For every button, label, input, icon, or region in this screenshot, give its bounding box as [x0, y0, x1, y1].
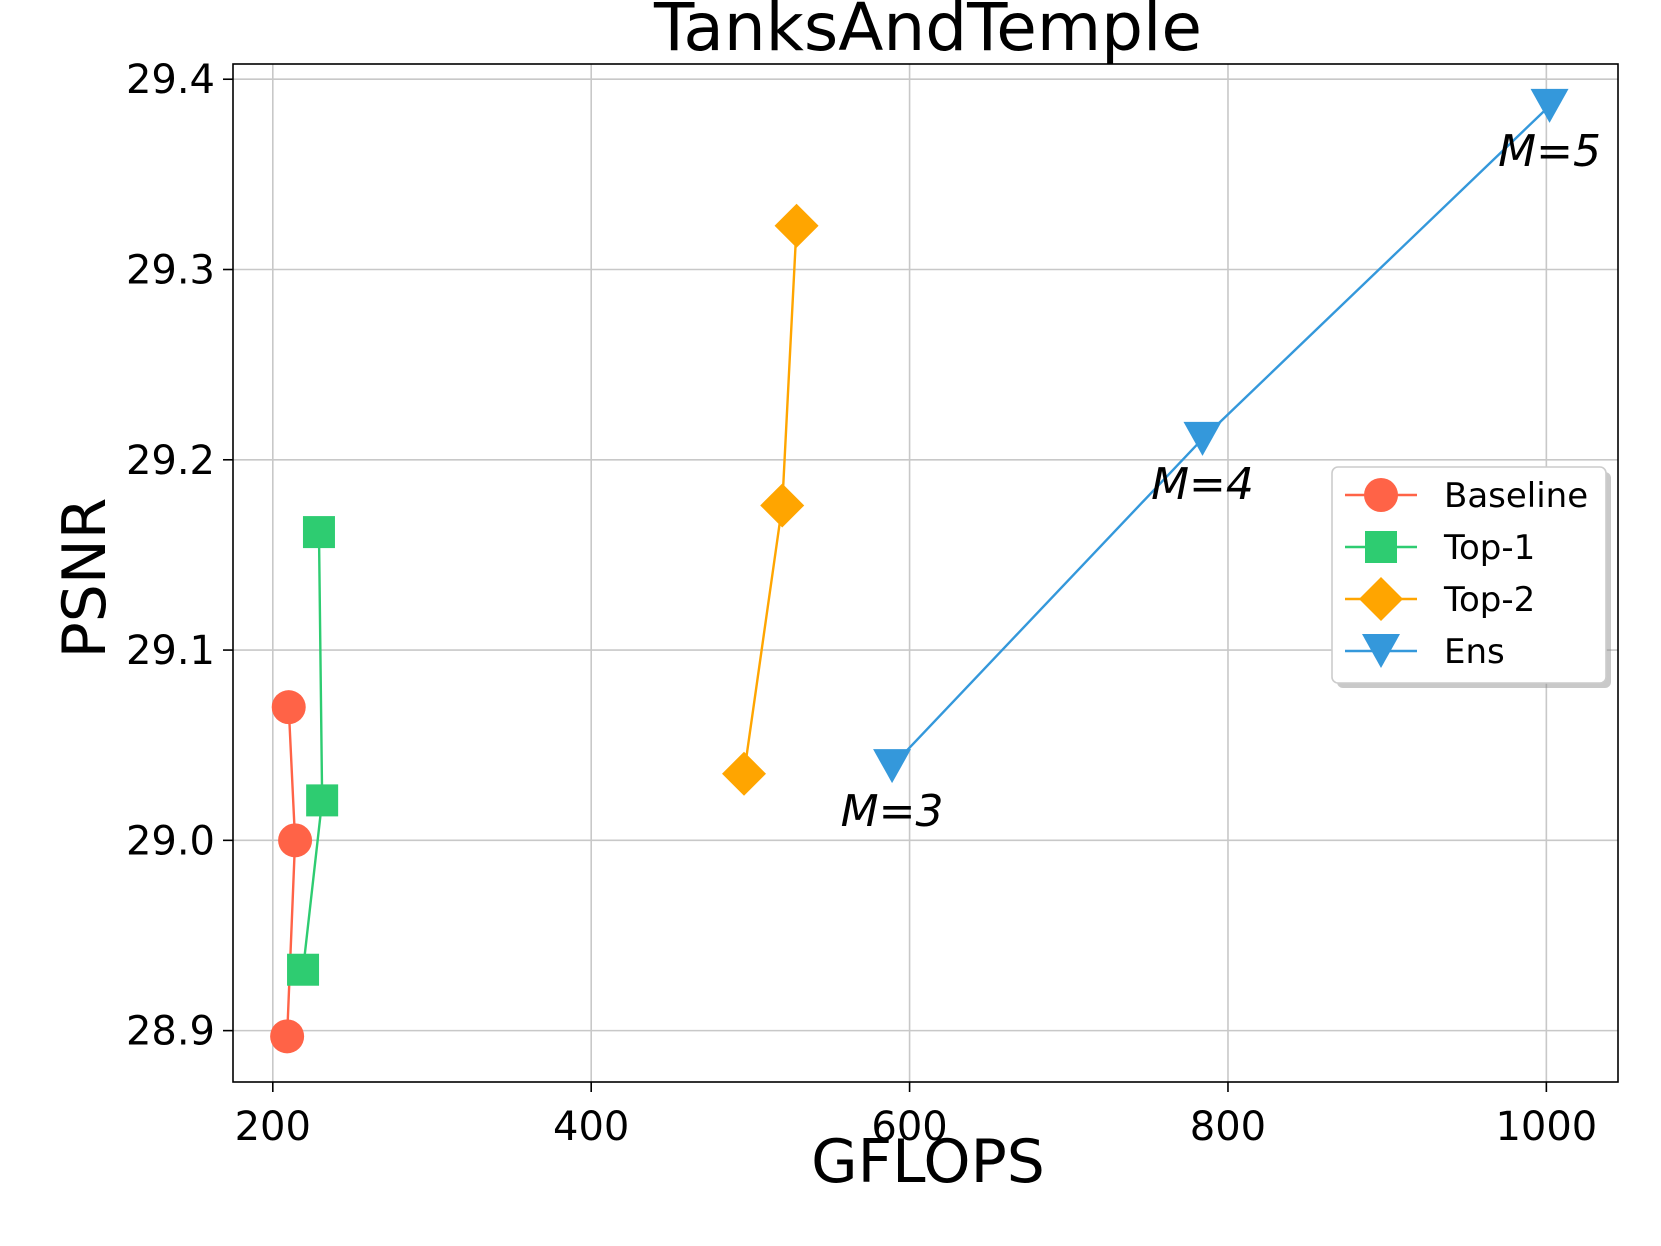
grid-layer [233, 64, 1618, 1082]
y-tick-label: 29.2 [126, 438, 215, 484]
data-point [722, 751, 767, 796]
series-layer [270, 88, 1569, 1054]
chart-title: TanksAndTemple [653, 0, 1202, 66]
data-point [306, 784, 339, 817]
plot-frame [232, 63, 1619, 1083]
y-tick-label: 29.3 [126, 248, 215, 294]
y-tick-label: 29.4 [126, 57, 215, 103]
series-ens [873, 88, 1569, 784]
legend-frame [1331, 466, 1607, 684]
legend-marker [1362, 634, 1400, 668]
data-point [760, 483, 805, 528]
y-axis-label: PSNR [50, 498, 120, 659]
annotation-label: M=5 [1498, 126, 1601, 177]
data-point [271, 690, 306, 725]
y-tick-label: 29.1 [126, 628, 215, 674]
series-top-1 [287, 516, 339, 986]
x-tick-label: 1000 [1495, 1104, 1597, 1150]
legend-label: Baseline [1444, 476, 1588, 516]
annotation-label: M=4 [1151, 459, 1254, 510]
y-tick-label: 28.9 [126, 1009, 215, 1055]
legend-marker [1365, 531, 1397, 563]
legend-label: Top-1 [1443, 528, 1535, 568]
legend-label: Ens [1444, 632, 1505, 672]
data-point [1183, 421, 1222, 456]
data-point [873, 749, 912, 784]
data-point [278, 823, 313, 858]
series-top-2 [722, 203, 819, 796]
legend-item: Ens [1345, 632, 1505, 672]
legend-marker [1359, 577, 1403, 621]
legend-item: Top-1 [1345, 528, 1535, 568]
annotation-label: M=3 [841, 786, 944, 837]
x-tick-label: 600 [871, 1104, 947, 1150]
legend-item: Baseline [1345, 476, 1588, 516]
legend-marker [1364, 478, 1398, 512]
legend-label: Top-2 [1443, 580, 1535, 620]
x-tick-label: 800 [1190, 1104, 1266, 1150]
data-point [287, 953, 320, 986]
data-point [270, 1019, 305, 1054]
x-tick-label: 400 [553, 1104, 629, 1150]
tick-layer: 200 400 600 800 1000 28.9 29.0 29.1 29.2 29.3 29.4 [126, 57, 1597, 1150]
data-point [1530, 88, 1569, 123]
legend-item: Top-2 [1345, 577, 1535, 621]
legend: Baseline Top-1 Top-2 Ens [1331, 466, 1611, 688]
x-tick-label: 200 [235, 1104, 311, 1150]
x-axis-label: GFLOPS [811, 1127, 1045, 1197]
y-tick-label: 29.0 [126, 818, 215, 864]
data-point [774, 203, 819, 248]
data-point [302, 516, 335, 549]
annotation-layer: M=3 M=4 M=5 [841, 126, 1601, 837]
